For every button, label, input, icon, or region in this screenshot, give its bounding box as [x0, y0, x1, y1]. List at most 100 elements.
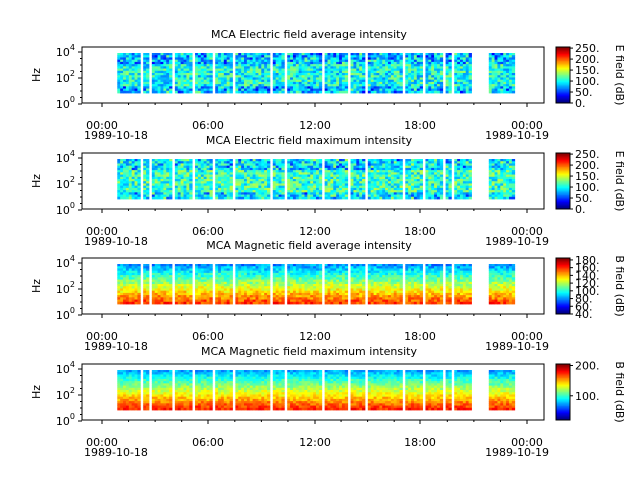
spectrogram-cell	[411, 84, 415, 87]
spectrogram-cell	[244, 196, 248, 200]
spectrogram-cell	[445, 179, 449, 182]
spectrogram-cell	[344, 68, 349, 72]
spectrogram-cell	[434, 77, 438, 81]
spectrogram-cell	[431, 75, 435, 78]
spectrogram-cell	[137, 172, 141, 175]
spectrogram-cell	[508, 66, 513, 69]
spectrogram-cell	[292, 165, 297, 169]
spectrogram-cell	[390, 183, 395, 187]
spectrogram-cell	[154, 264, 158, 267]
spectrogram-cell	[278, 190, 282, 193]
spectrogram-cell	[316, 88, 320, 92]
spectrogram-cell	[267, 86, 271, 89]
spectrogram-cell	[215, 64, 219, 67]
spectrogram-cell	[151, 268, 156, 272]
spectrogram-cell	[264, 88, 268, 92]
spectrogram-cell	[457, 61, 461, 65]
spectrogram-cell	[413, 75, 418, 78]
spectrogram-cell	[292, 170, 297, 173]
spectrogram-cell	[244, 167, 248, 171]
spectrogram-cell	[200, 68, 205, 72]
spectrogram-cell	[275, 84, 279, 87]
spectrogram-cell	[267, 163, 271, 167]
spectrogram-cell	[238, 163, 242, 167]
colorbar: 250.200.150.100.50.0. E field (dB)	[555, 148, 626, 216]
spectrogram-cell	[488, 79, 493, 83]
colorbar-tick-label: 0.	[575, 97, 586, 110]
spectrogram-cell	[439, 179, 444, 182]
spectrogram-cell	[200, 194, 205, 198]
spectrogram-cell	[160, 84, 164, 87]
spectrogram-cell	[186, 84, 190, 87]
colorbar-swatch	[556, 192, 570, 195]
spectrogram-cell	[134, 170, 138, 173]
spectrogram-cell	[359, 165, 363, 169]
spectrogram-cell	[379, 196, 383, 200]
spectrogram-cell	[370, 61, 374, 65]
spectrogram-cell	[411, 172, 415, 175]
spectrogram-cell	[120, 196, 124, 200]
spectrogram-cell	[356, 64, 360, 67]
spectrogram-cell	[353, 161, 357, 164]
spectrogram-cell	[174, 88, 179, 92]
spectrogram-cell	[209, 73, 213, 76]
spectrogram-cell	[252, 167, 256, 171]
spectrogram-cell	[131, 77, 135, 81]
spectrogram-cell	[434, 172, 438, 175]
spectrogram-cell	[327, 192, 331, 195]
spectrogram-cell	[218, 81, 222, 85]
spectrogram-cell	[428, 190, 432, 193]
spectrogram-cell	[350, 163, 354, 167]
spectrogram-cell	[151, 187, 156, 191]
spectrogram-cell	[500, 179, 504, 182]
spectrogram-cell	[131, 59, 135, 63]
spectrogram-cell	[209, 159, 213, 162]
spectrogram-cell	[324, 161, 328, 164]
spectrogram-cell	[123, 281, 127, 285]
spectrogram-cell	[405, 190, 409, 193]
spectrogram-cell	[169, 73, 173, 76]
spectrogram-cell	[408, 179, 412, 182]
spectrogram-cell	[327, 174, 331, 178]
spectrogram-cell	[419, 165, 423, 169]
spectrogram-cell	[382, 79, 386, 83]
spectrogram-cell	[278, 64, 282, 67]
spectrogram-cell	[272, 75, 277, 78]
spectrogram-cell	[174, 161, 179, 164]
spectrogram-cell	[445, 66, 449, 69]
spectrogram-cell	[209, 88, 213, 92]
spectrogram-cell	[252, 77, 256, 81]
spectrogram-cell	[382, 88, 386, 92]
spectrogram-cell	[177, 270, 182, 274]
spectrogram-cell	[215, 86, 219, 89]
spectrogram-cell	[206, 64, 210, 67]
spectrogram-cell	[223, 284, 228, 287]
spectrogram-cell	[180, 192, 184, 195]
spectrogram-cell	[301, 161, 305, 164]
spectrogram-cell	[362, 176, 366, 180]
spectrogram-cell	[169, 159, 173, 162]
spectrogram-cell	[287, 165, 291, 169]
spectrogram-cell	[468, 64, 472, 67]
spectrogram-cell	[169, 292, 173, 296]
spectrogram-cell	[134, 297, 138, 300]
spectrogram-cell	[143, 81, 147, 85]
spectrogram-cell	[318, 174, 323, 178]
spectrogram-cell	[117, 61, 121, 65]
spectrogram-cell	[209, 185, 213, 189]
spectrogram-cell	[333, 59, 337, 63]
spectrogram-cell	[244, 176, 248, 180]
spectrogram-cell	[209, 187, 213, 191]
spectrogram-cell	[454, 57, 458, 61]
spectrogram-cell	[186, 196, 190, 200]
spectrogram-cell	[307, 187, 311, 191]
spectrogram-cell	[448, 75, 452, 78]
spectrogram-cell	[177, 275, 182, 278]
spectrogram-cell	[267, 68, 271, 72]
spectrogram-cell	[344, 187, 349, 191]
spectrogram-cell	[180, 90, 184, 94]
spectrogram-cell	[287, 75, 291, 78]
spectrogram-cell	[465, 190, 470, 193]
spectrogram-cell	[310, 59, 314, 63]
spectrogram-cell	[405, 73, 409, 76]
